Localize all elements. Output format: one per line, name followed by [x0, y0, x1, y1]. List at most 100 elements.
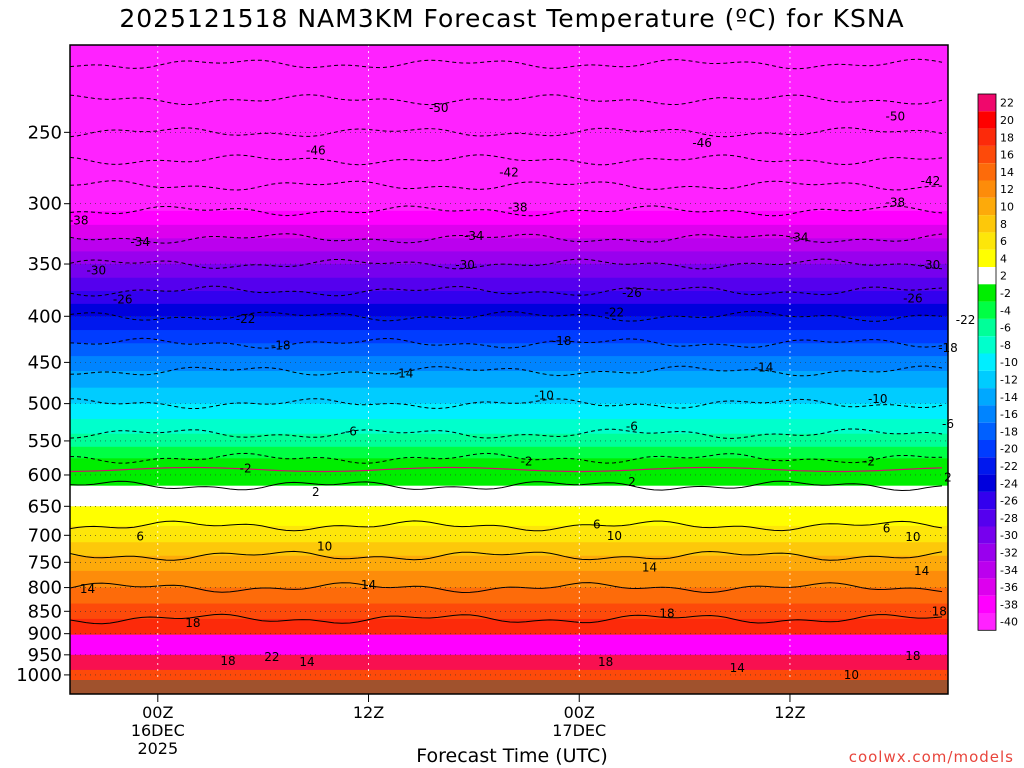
- contour-label: 18: [220, 654, 235, 668]
- y-tick-label: 1000: [16, 665, 62, 686]
- temperature-band: [70, 45, 948, 66]
- contour-label: 18: [659, 607, 674, 621]
- temperature-band: [70, 303, 948, 318]
- colorbar-label: -38: [1000, 598, 1018, 611]
- chart-title: 2025121518 NAM3KM Forecast Temperature (…: [119, 4, 905, 33]
- colorbar-swatch: [978, 370, 996, 389]
- colorbar-label: 10: [1000, 200, 1014, 213]
- contour-label: -50: [886, 109, 906, 123]
- y-tick-label: 900: [28, 624, 62, 645]
- contour-label: -14: [394, 367, 414, 381]
- credit-link[interactable]: coolwx.com/models: [848, 748, 1014, 766]
- isotherm: [70, 233, 943, 244]
- plot-frame: [69, 44, 949, 695]
- temperature-band: [70, 159, 948, 174]
- contour-label: 18: [905, 649, 920, 663]
- temperature-band: [70, 277, 948, 293]
- temperature-band: [70, 64, 948, 84]
- contour-label: -38: [886, 195, 906, 209]
- colorbar-swatch: [978, 509, 996, 527]
- temperature-band: [70, 469, 948, 487]
- contour-label: 14: [80, 582, 95, 596]
- temperature-band: [70, 172, 948, 187]
- y-tick-label: 750: [28, 552, 62, 573]
- temperature-band: [70, 485, 948, 508]
- temperature-band: [70, 433, 948, 448]
- colorbar-swatch: [978, 267, 996, 285]
- temperature-band: [70, 387, 948, 405]
- colorbar-label: -20: [1000, 443, 1018, 456]
- x-tick-label: 00Z: [142, 703, 173, 722]
- temperature-band: [70, 197, 948, 212]
- contour-label: 10: [317, 539, 332, 553]
- colorbar-label: 12: [1000, 183, 1014, 196]
- contour-label: -22: [605, 305, 625, 319]
- isotherm: [70, 58, 943, 70]
- isotherm-lines: [70, 58, 943, 625]
- colorbar-swatch: [978, 526, 996, 544]
- x-tick-label: 2025: [137, 739, 178, 758]
- temperature-band: [70, 618, 948, 635]
- contour-label: -22: [236, 312, 256, 326]
- contour-label: -46: [692, 136, 712, 150]
- contour-label: -42: [499, 165, 519, 179]
- contour-label: -18: [552, 334, 572, 348]
- contour-label: 2: [628, 475, 636, 489]
- colorbar-label: -22: [1000, 460, 1018, 473]
- contour-label: 6: [136, 529, 144, 543]
- colorbar-swatch: [978, 284, 996, 302]
- x-tick-label: 16DEC: [131, 721, 185, 740]
- contour-label: 18: [185, 616, 200, 630]
- y-tick-label: 650: [28, 496, 62, 517]
- temperature-band: [70, 603, 948, 620]
- colorbar-label: -6: [1000, 322, 1011, 335]
- contour-label: -26: [622, 286, 642, 300]
- temperature-band: [70, 238, 948, 253]
- colorbar-swatch: [978, 163, 996, 181]
- contour-label: -22: [956, 313, 976, 327]
- contour-label: 14: [299, 655, 314, 669]
- colorbar-label: -12: [1000, 373, 1018, 386]
- contour-label: 14: [914, 564, 929, 578]
- temperature-band: [70, 264, 948, 279]
- temperature-band: [70, 330, 948, 345]
- colorbar-label: -26: [1000, 495, 1018, 508]
- isotherm: [70, 550, 943, 561]
- contour-label: -30: [87, 264, 107, 278]
- contour-label: -46: [306, 144, 326, 158]
- colorbar-label: 4: [1000, 252, 1007, 265]
- contour-label: -10: [534, 389, 554, 403]
- colorbar-swatch: [978, 578, 996, 596]
- contour-label: -34: [789, 230, 809, 244]
- colorbar-frame: [977, 93, 997, 631]
- temperature-band: [70, 210, 948, 226]
- colorbar-swatch: [978, 318, 996, 337]
- temperature-band: [70, 343, 948, 358]
- temperature-band: [70, 403, 948, 420]
- colorbar-swatch: [978, 197, 996, 216]
- isotherm: [70, 480, 943, 492]
- temperature-band: [70, 570, 948, 589]
- contour-label: 6: [593, 518, 601, 532]
- contour-label: 2: [312, 485, 320, 499]
- y-tick-label: 600: [28, 465, 62, 486]
- temperature-band: [70, 525, 948, 544]
- contour-label: 18: [598, 655, 613, 669]
- colorbar-label: -36: [1000, 581, 1018, 594]
- freezing-isotherm: [70, 466, 943, 473]
- isotherm: [70, 613, 943, 625]
- temperature-band: [70, 506, 948, 527]
- isotherm: [70, 127, 943, 138]
- colorbar-swatch: [978, 561, 996, 579]
- colorbar-label: -2: [1000, 287, 1011, 300]
- colorbar: 22 20 18 16 14 12 10 8 6 4 2 -2 -4 -6 -8 -10 -12 -14 -16 -1…: [977, 93, 1018, 631]
- y-tick-label: 550: [28, 431, 62, 452]
- contour-label: -2: [863, 455, 875, 469]
- y-tick-label: 250: [28, 122, 62, 143]
- contour-label: -34: [464, 229, 484, 243]
- colorbar-swatch: [978, 94, 996, 112]
- isotherm: [70, 398, 943, 410]
- contour-label: -42: [921, 174, 941, 188]
- isotherm: [70, 520, 943, 532]
